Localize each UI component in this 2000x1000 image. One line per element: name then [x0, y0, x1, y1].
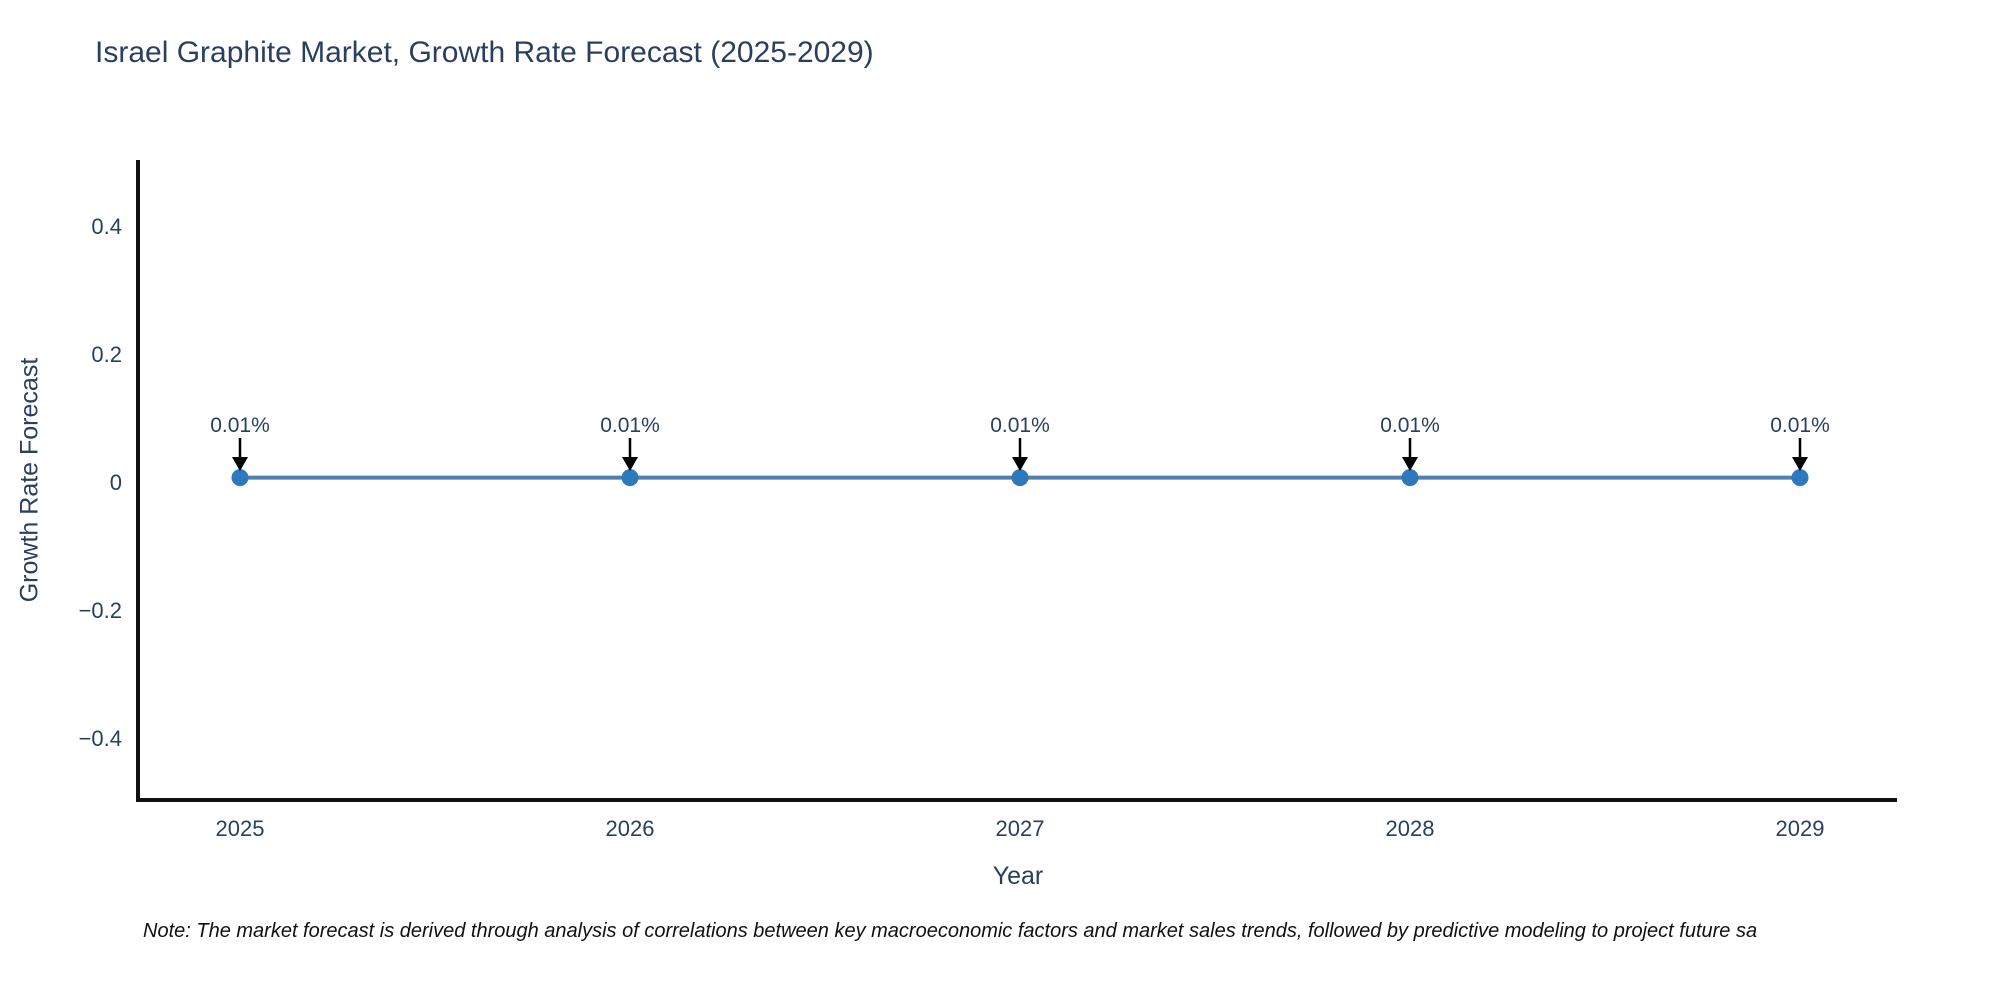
x-tick-label: 2028	[1386, 816, 1435, 841]
point-annotation-label: 0.01%	[600, 414, 660, 437]
point-annotation-label: 0.01%	[1770, 414, 1830, 437]
data-point[interactable]	[621, 469, 639, 487]
data-point[interactable]	[1011, 469, 1029, 487]
annotation-arrowhead	[1012, 457, 1028, 471]
y-tick-label: 0.4	[91, 214, 122, 239]
annotation-arrowhead	[232, 457, 248, 471]
footnote-text: Note: The market forecast is derived thr…	[143, 920, 1758, 942]
data-point[interactable]	[231, 469, 249, 487]
y-tick-label: −0.4	[79, 726, 122, 751]
data-point[interactable]	[1401, 469, 1419, 487]
annotation-arrowhead	[1792, 457, 1808, 471]
chart-title: Israel Graphite Market, Growth Rate Fore…	[95, 36, 874, 69]
y-tick-label: −0.2	[79, 598, 122, 623]
x-axis-title: Year	[992, 862, 1044, 890]
annotation-arrowhead	[1402, 457, 1418, 471]
x-tick-label: 2025	[216, 816, 265, 841]
annotation-arrowhead	[622, 457, 638, 471]
x-tick-label: 2027	[996, 816, 1045, 841]
y-tick-label: 0	[110, 470, 122, 495]
point-annotation-label: 0.01%	[990, 414, 1050, 437]
annotation-layer: 0.01% 0.01% 0.01% 0.01% 0.01%	[210, 414, 1830, 471]
series-layer	[231, 469, 1809, 487]
y-tick-label: 0.2	[91, 342, 122, 367]
data-point[interactable]	[1791, 469, 1809, 487]
axes-layer: 0.4 0.2 0 −0.2 −0.4 2025 2026 2027 2028 2029	[79, 160, 1897, 841]
y-axis-title: Growth Rate Forecast	[15, 357, 44, 603]
point-annotation-label: 0.01%	[210, 414, 270, 437]
x-tick-label: 2029	[1776, 816, 1825, 841]
x-tick-label: 2026	[606, 816, 655, 841]
point-annotation-label: 0.01%	[1380, 414, 1440, 437]
